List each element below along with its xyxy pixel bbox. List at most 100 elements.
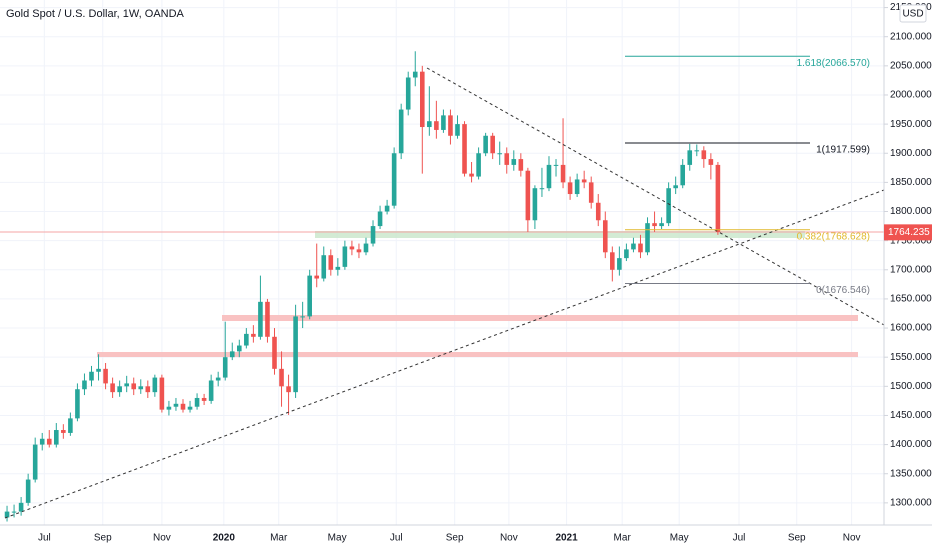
candle-body: [307, 275, 312, 317]
y-tick-label: 1350.000: [890, 468, 932, 479]
resistance-zone: [97, 352, 858, 357]
fib-label: 0(1676.546): [816, 285, 870, 296]
candle-body: [103, 368, 108, 384]
candle-body: [201, 397, 207, 401]
candle-body: [567, 182, 573, 195]
candle-body: [265, 301, 270, 337]
candle-body: [384, 205, 390, 212]
candle-body: [89, 371, 94, 381]
candle-body: [553, 164, 559, 166]
y-tick-label: 1550.000: [890, 352, 932, 363]
candle-body: [208, 380, 214, 401]
candle-body: [215, 377, 221, 381]
fib-levels: 1.618(2066.570) 1(1917.599) 0.382(1768.628…: [625, 55, 870, 296]
x-tick-label: Jul: [38, 533, 51, 544]
candle-body: [300, 316, 305, 318]
candle-body: [666, 188, 671, 224]
x-tick-label: 2021: [555, 533, 578, 544]
candle-body: [595, 202, 601, 221]
candle-body: [518, 159, 524, 171]
y-tick-label: 1600.000: [890, 323, 932, 334]
trend-line: [4, 189, 885, 519]
candle-body: [4, 511, 10, 518]
candle-body: [434, 121, 439, 130]
candle-body: [560, 164, 566, 183]
candle-body: [229, 351, 235, 358]
candle-body: [117, 386, 122, 393]
x-tick-label: Sep: [446, 533, 464, 544]
candle-body: [441, 115, 446, 130]
candle-body: [236, 345, 242, 352]
y-tick-label: 2000.000: [890, 90, 932, 101]
x-tick-label: Sep: [94, 533, 112, 544]
candle-body: [110, 383, 115, 393]
x-tick-label: Mar: [614, 533, 632, 544]
candle-body: [574, 179, 580, 195]
candle-body: [673, 185, 678, 189]
candle-body: [525, 170, 531, 221]
chart-title: Gold Spot / U.S. Dollar, 1W, OANDA: [6, 8, 185, 20]
y-tick-label: 2050.000: [890, 60, 932, 71]
candle-body: [532, 188, 538, 221]
candle-body: [46, 438, 52, 445]
candle-body: [490, 135, 495, 154]
candle-body: [173, 403, 179, 407]
candle-body: [617, 258, 622, 270]
candle-body: [152, 377, 158, 393]
candle-body: [251, 333, 256, 337]
x-tick-label: May: [670, 533, 689, 544]
candle-body: [588, 182, 594, 203]
candle-body: [222, 357, 228, 378]
candle-body: [124, 383, 129, 387]
candle-body: [363, 243, 369, 253]
x-tick-label: Nov: [843, 533, 861, 544]
y-tick-label: 1700.000: [890, 264, 932, 275]
currency[interactable]: USD: [902, 9, 923, 20]
currency-box[interactable]: [899, 4, 927, 23]
candle-body: [370, 226, 376, 244]
candle-body: [18, 502, 24, 512]
x-tick-label: 2020: [213, 533, 236, 544]
fib-label: 1(1917.599): [816, 145, 870, 156]
candle-body: [511, 159, 517, 165]
candle-body: [687, 150, 693, 165]
candle-body: [187, 406, 193, 410]
x-tick-label: Jul: [733, 533, 746, 544]
candle-body: [659, 223, 664, 227]
y-tick-label: 1800.000: [890, 206, 932, 217]
fib-label: 1.618(2066.570): [797, 58, 870, 69]
candle-body: [272, 336, 277, 369]
y-tick-label: 1950.000: [890, 119, 932, 130]
candle-body: [455, 124, 460, 136]
y-tick-label: 1450.000: [890, 410, 932, 421]
last-price-box: [884, 224, 932, 241]
candle-body: [293, 316, 298, 393]
candle-body: [645, 223, 650, 253]
candle-body: [715, 164, 721, 232]
candle-body: [244, 333, 249, 346]
candle-body: [652, 223, 657, 227]
candle-body: [321, 255, 327, 279]
y-tick-label: 2100.000: [890, 31, 932, 42]
candles: [4, 51, 721, 522]
candle-body: [194, 397, 200, 407]
x-tick-label: Sep: [788, 533, 806, 544]
candle-body: [483, 135, 488, 154]
last-price-label: 1764.235: [888, 227, 930, 238]
x-tick-label: Mar: [270, 533, 288, 544]
candle-body: [581, 179, 587, 183]
candle-body: [159, 377, 165, 410]
candle-body: [448, 115, 453, 136]
y-tick-label: 1400.000: [890, 439, 932, 450]
candle-body: [469, 173, 474, 177]
candle-body: [75, 389, 80, 419]
candle-body: [539, 188, 545, 190]
candle-body: [701, 150, 707, 160]
candle-body: [68, 418, 73, 433]
candle-body: [377, 211, 383, 227]
candle-body: [694, 150, 700, 152]
candle-body: [342, 246, 348, 267]
candle-body: [624, 249, 629, 259]
candle-body: [286, 386, 291, 393]
